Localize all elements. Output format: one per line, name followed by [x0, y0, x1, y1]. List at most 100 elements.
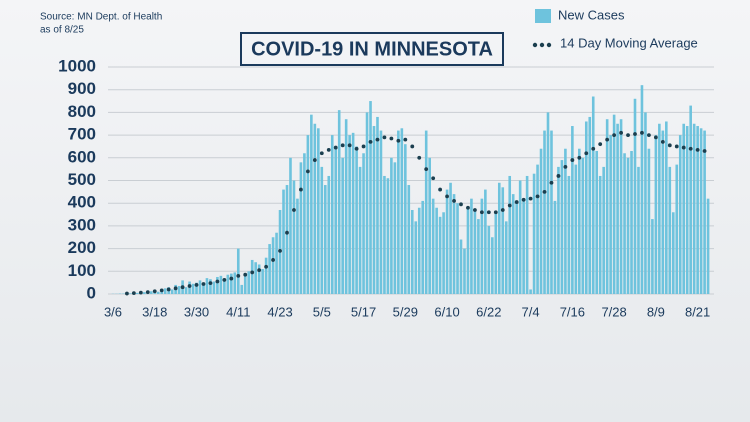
bar [449, 182, 452, 294]
average-dot [500, 208, 505, 212]
bar [156, 291, 160, 294]
bar [682, 123, 686, 294]
x-tick-label: 3/6 [104, 304, 122, 319]
bar [515, 203, 518, 294]
bar [212, 281, 216, 294]
bar [143, 292, 146, 294]
average-dot [445, 194, 449, 199]
average-dot [347, 143, 352, 148]
y-tick-label: 100 [68, 261, 96, 280]
average-dot [563, 164, 568, 169]
bar [226, 274, 230, 294]
x-tick-label: 7/16 [560, 304, 585, 319]
bar [605, 119, 609, 295]
y-tick-label: 200 [68, 238, 96, 257]
legend-swatch [535, 9, 551, 23]
bar [699, 128, 703, 294]
bar [289, 157, 292, 294]
x-tick-label: 7/4 [522, 304, 540, 319]
bar [421, 200, 425, 294]
bar [678, 135, 682, 294]
x-tick-label: 3/18 [142, 304, 167, 319]
bar [692, 123, 696, 294]
bar [480, 198, 484, 294]
average-dot [633, 132, 637, 136]
average-dot [598, 142, 603, 147]
average-dot [271, 258, 275, 262]
bar [257, 264, 261, 294]
bar [473, 210, 477, 294]
x-tick-label: 5/29 [393, 304, 418, 319]
bar [470, 198, 473, 294]
bar [379, 130, 383, 294]
bar [136, 292, 139, 294]
average-dot [431, 176, 436, 181]
bar [327, 175, 331, 294]
average-dot [340, 143, 345, 148]
bar [546, 112, 550, 295]
average-dot [354, 146, 359, 151]
bar [578, 148, 581, 294]
bar [438, 216, 442, 294]
y-tick-label: 400 [68, 193, 96, 212]
bar [584, 121, 588, 294]
average-dot [410, 144, 415, 149]
bar [219, 275, 223, 294]
average-dot [145, 290, 150, 295]
bar [344, 119, 348, 295]
y-tick-label: 700 [68, 125, 96, 144]
bar [428, 157, 431, 294]
bar [665, 121, 668, 294]
average-dot [368, 140, 373, 144]
bar [330, 135, 334, 294]
bar [431, 198, 435, 294]
bar [564, 148, 567, 294]
average-dot [486, 210, 491, 215]
bar [303, 153, 306, 294]
bar [170, 289, 174, 294]
x-tick-label: 4/23 [267, 304, 292, 319]
bar [567, 175, 571, 294]
average-dot [131, 291, 136, 295]
bar [271, 237, 275, 294]
bar [435, 207, 438, 294]
average-dot [591, 146, 596, 151]
bar [306, 135, 310, 294]
bar [504, 221, 508, 294]
bar [243, 273, 247, 294]
bar [410, 210, 414, 294]
average-dot [292, 208, 296, 212]
bar [362, 153, 365, 294]
bar [459, 239, 463, 294]
bar [675, 164, 679, 294]
bar [209, 279, 212, 294]
bar [216, 276, 219, 294]
average-dot [417, 155, 422, 160]
average-dot [424, 167, 429, 172]
bar [129, 293, 132, 294]
bar [393, 162, 397, 294]
bar [466, 207, 470, 294]
bar [623, 153, 626, 294]
bar [299, 162, 303, 294]
bar [644, 112, 647, 295]
bar [595, 150, 599, 294]
bar [365, 112, 369, 295]
average-dot [187, 284, 192, 288]
y-tick-label: 1000 [58, 56, 96, 75]
average-dot [479, 210, 484, 215]
average-dot [688, 146, 693, 151]
bar [191, 283, 195, 294]
average-dot [521, 197, 526, 202]
bar [518, 180, 522, 294]
average-dot [640, 130, 644, 135]
x-tick-label: 7/28 [601, 304, 626, 319]
average-dot [180, 285, 185, 290]
average-dot [438, 187, 443, 192]
bar [553, 200, 557, 294]
bar [532, 173, 536, 294]
average-dot [466, 205, 470, 210]
bar [571, 126, 574, 295]
average-dot [605, 137, 610, 142]
bar [560, 160, 564, 294]
